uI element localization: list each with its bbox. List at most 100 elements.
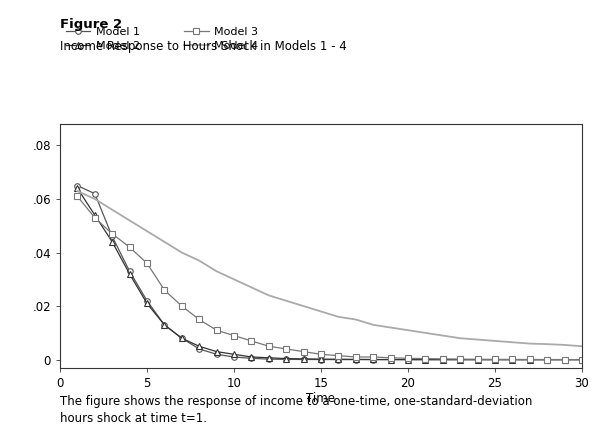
Model 1 <box>91 191 98 196</box>
Model 3 <box>387 355 394 361</box>
Model 4 <box>317 309 325 314</box>
Model 4 <box>422 330 429 335</box>
Model 3 <box>213 327 220 333</box>
Model 3 <box>578 357 586 362</box>
Model 3 <box>370 354 377 360</box>
Model 4 <box>230 277 238 282</box>
Model 2 <box>300 356 307 361</box>
Model 2 <box>248 354 255 360</box>
Model 1 <box>352 357 359 362</box>
Model 2 <box>196 344 203 349</box>
Model 4 <box>578 344 586 349</box>
Model 1 <box>265 357 272 362</box>
Line: Model 3: Model 3 <box>74 194 585 362</box>
Model 3 <box>439 356 446 361</box>
Model 1 <box>387 357 394 362</box>
Line: Model 1: Model 1 <box>74 183 585 362</box>
Model 2 <box>457 357 464 362</box>
Model 4 <box>544 342 551 347</box>
Model 2 <box>439 357 446 362</box>
Model 1 <box>317 357 325 362</box>
Model 1 <box>578 357 586 362</box>
Model 3 <box>178 303 185 309</box>
Model 1 <box>404 357 412 362</box>
Model 4 <box>178 250 185 255</box>
Text: Figure 2: Figure 2 <box>60 18 122 31</box>
Model 4 <box>526 341 533 346</box>
Model 3 <box>317 352 325 357</box>
Model 2 <box>370 357 377 362</box>
Model 1 <box>544 357 551 362</box>
Model 1 <box>196 346 203 352</box>
Model 4 <box>439 333 446 338</box>
Model 2 <box>91 212 98 218</box>
Model 3 <box>544 357 551 362</box>
Text: The figure shows the response of income to a one-time, one-standard-deviation
ho: The figure shows the response of income … <box>60 395 532 425</box>
Model 4 <box>265 293 272 298</box>
Line: Model 4: Model 4 <box>77 191 582 346</box>
Model 2 <box>474 357 481 362</box>
Model 3 <box>300 349 307 354</box>
Model 4 <box>335 314 342 319</box>
Model 3 <box>526 357 533 362</box>
Model 2 <box>335 357 342 362</box>
Model 4 <box>196 258 203 263</box>
Model 1 <box>161 322 168 327</box>
Model 1 <box>74 183 81 188</box>
Model 2 <box>143 301 151 306</box>
Model 1 <box>370 357 377 362</box>
Model 3 <box>457 357 464 362</box>
Model 1 <box>230 354 238 360</box>
Model 3 <box>422 356 429 361</box>
Model 2 <box>509 357 516 362</box>
Line: Model 2: Model 2 <box>74 186 585 362</box>
Model 3 <box>283 346 290 352</box>
Model 2 <box>109 239 116 245</box>
Model 4 <box>283 298 290 303</box>
Model 3 <box>509 357 516 362</box>
Model 4 <box>352 317 359 322</box>
Model 4 <box>74 188 81 194</box>
Model 1 <box>283 357 290 362</box>
Model 2 <box>126 271 133 276</box>
Model 3 <box>474 357 481 362</box>
Model 4 <box>561 342 568 348</box>
Model 2 <box>74 186 81 191</box>
Model 1 <box>178 336 185 341</box>
Model 3 <box>196 317 203 322</box>
Model 2 <box>561 357 568 362</box>
Model 3 <box>248 338 255 344</box>
Model 2 <box>178 336 185 341</box>
Model 3 <box>561 357 568 362</box>
Model 3 <box>91 215 98 221</box>
Model 4 <box>474 337 481 342</box>
Model 3 <box>143 260 151 266</box>
Model 1 <box>491 357 499 362</box>
Model 3 <box>335 353 342 358</box>
Model 4 <box>213 268 220 274</box>
Model 4 <box>126 218 133 223</box>
Model 4 <box>457 336 464 341</box>
Model 2 <box>404 357 412 362</box>
Text: Income Response to Hours Shock in Models 1 - 4: Income Response to Hours Shock in Models… <box>60 40 347 53</box>
Model 1 <box>109 234 116 239</box>
Model 1 <box>248 356 255 361</box>
Model 2 <box>265 355 272 361</box>
Model 2 <box>161 322 168 327</box>
Model 1 <box>335 357 342 362</box>
Model 4 <box>509 340 516 345</box>
Model 4 <box>370 322 377 327</box>
Model 3 <box>404 356 412 361</box>
Model 3 <box>230 333 238 338</box>
Legend: Model 1, Model 2, Model 3, Model 4: Model 1, Model 2, Model 3, Model 4 <box>65 27 258 51</box>
Model 3 <box>491 357 499 362</box>
Model 2 <box>491 357 499 362</box>
Model 2 <box>283 356 290 361</box>
Model 4 <box>248 285 255 290</box>
Model 1 <box>439 357 446 362</box>
Model 3 <box>161 288 168 293</box>
Model 2 <box>213 349 220 354</box>
Model 2 <box>422 357 429 362</box>
Model 1 <box>213 352 220 357</box>
Model 4 <box>300 303 307 309</box>
